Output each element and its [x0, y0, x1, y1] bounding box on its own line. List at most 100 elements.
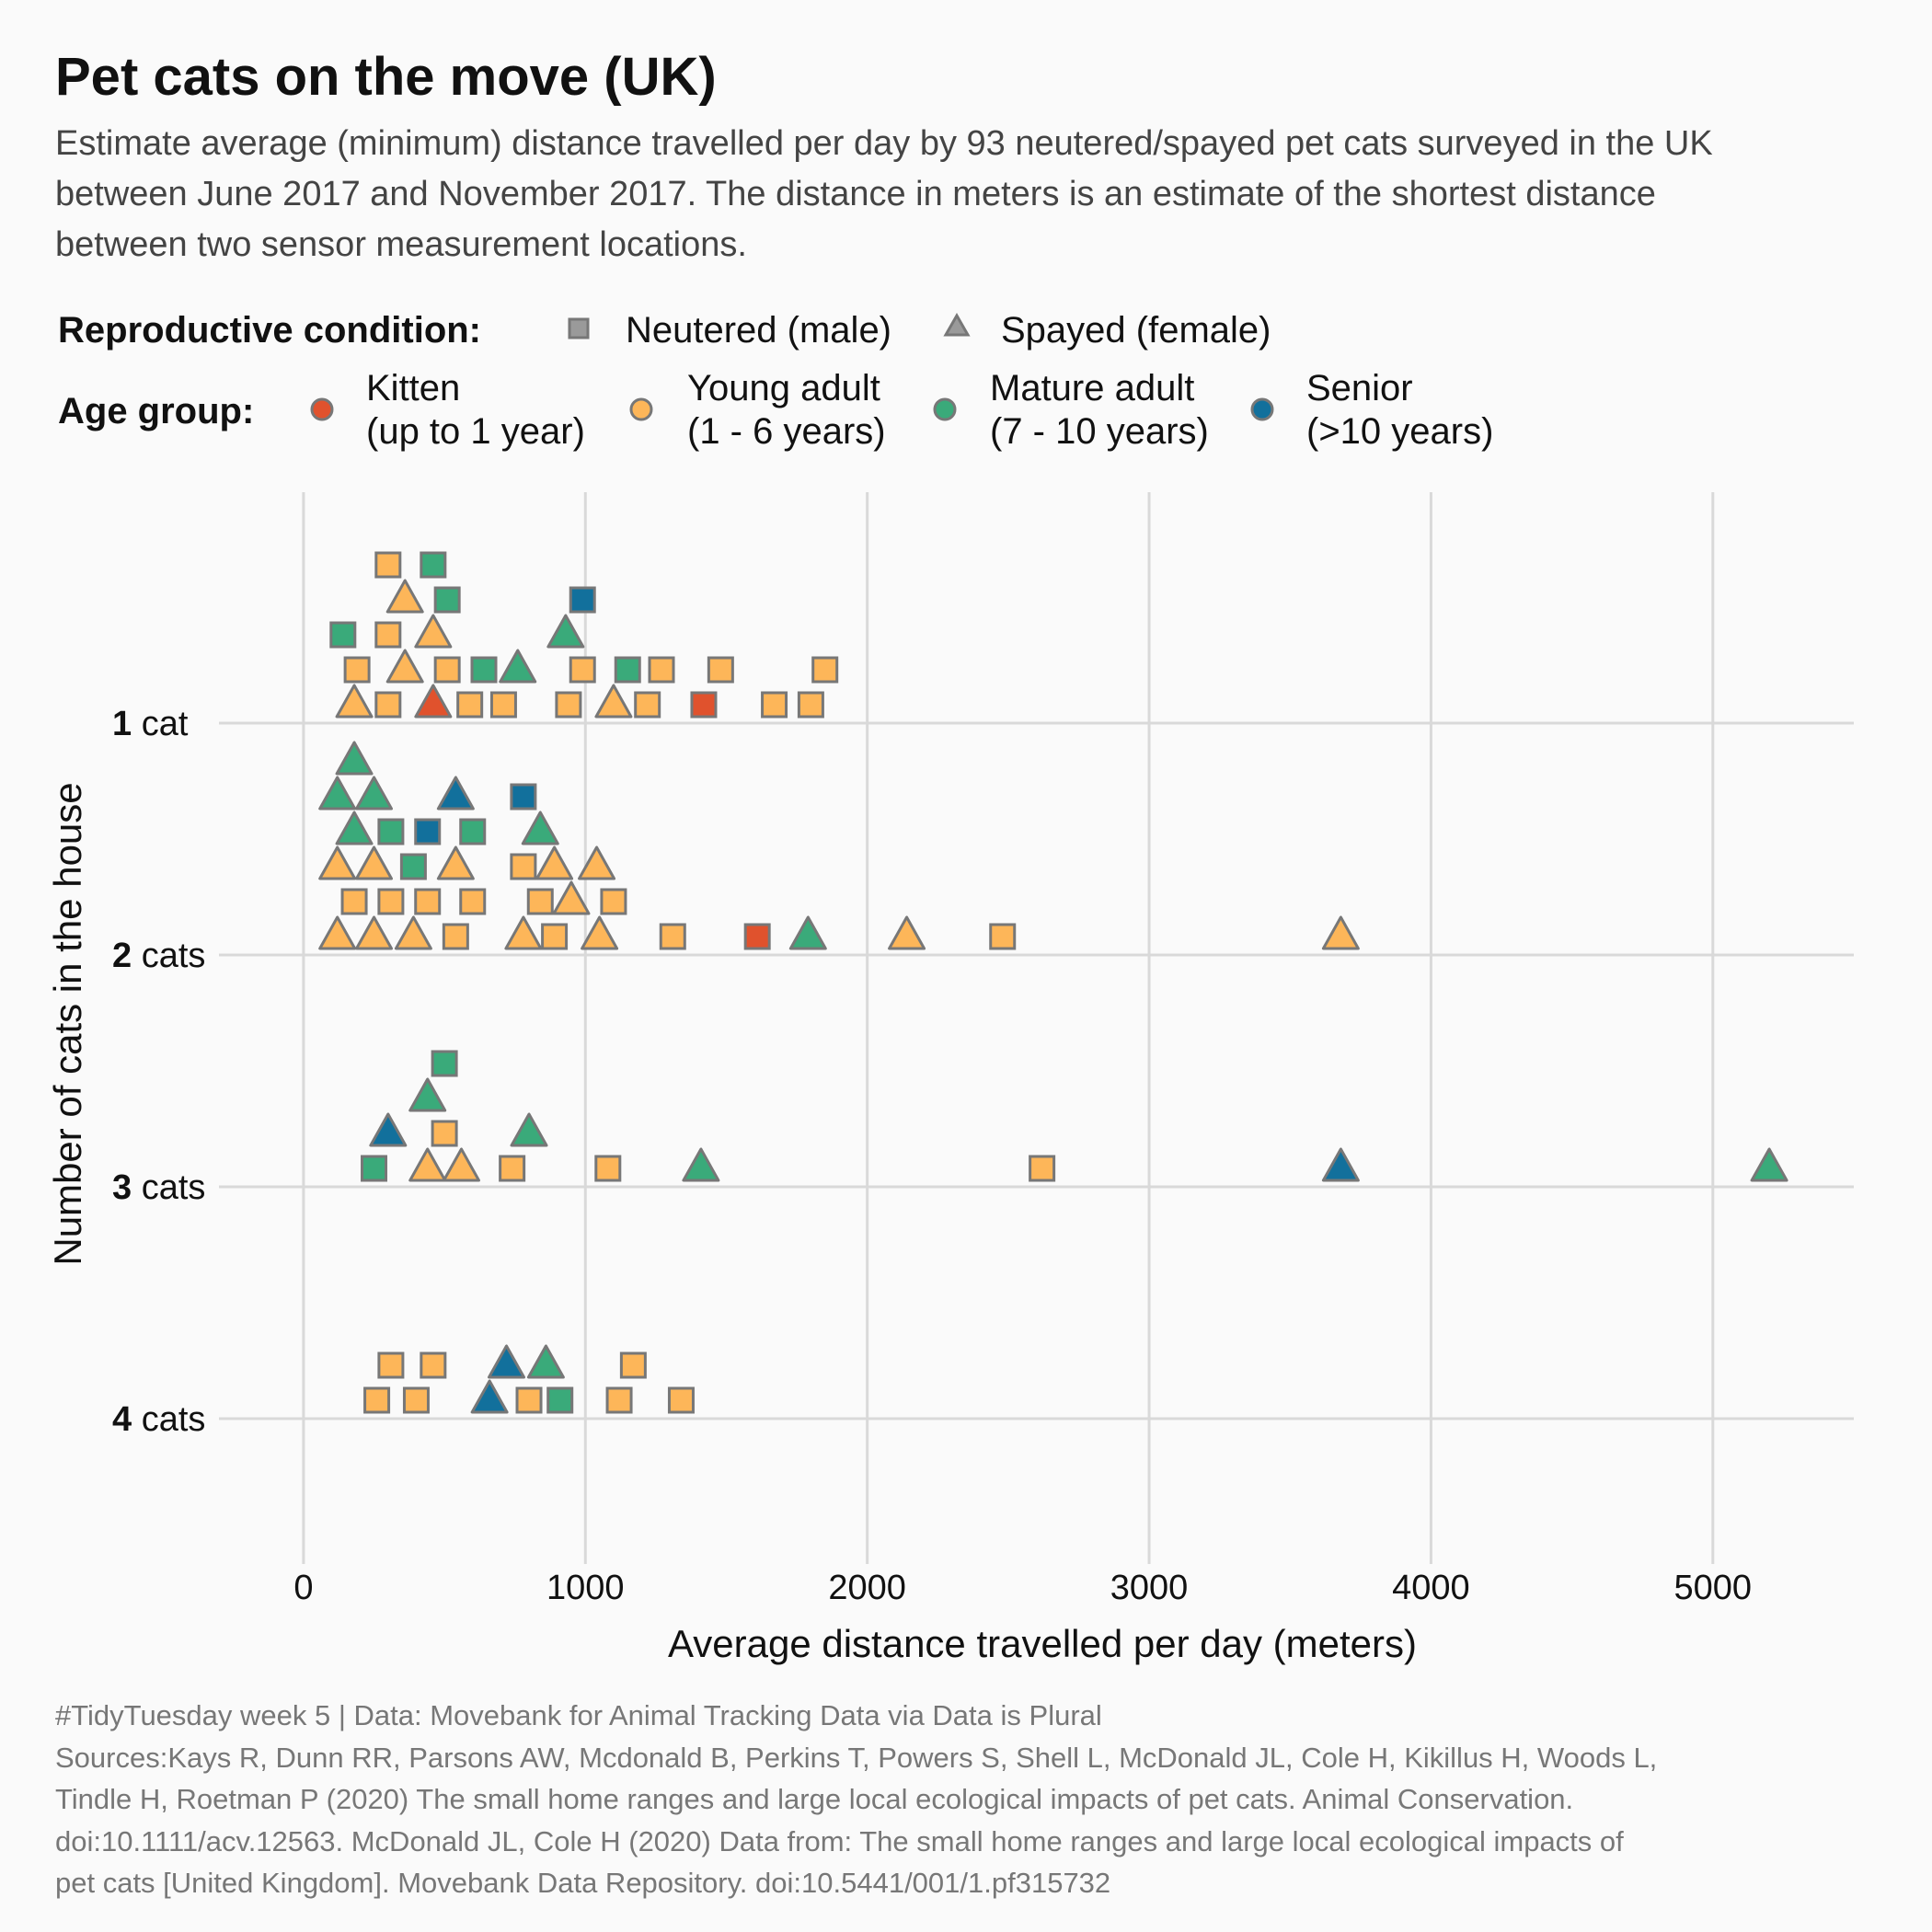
point-neutered-male [667, 1386, 695, 1414]
point-neutered-male [420, 1351, 447, 1379]
point-neutered-male [377, 888, 405, 915]
subtitle-line-2: between June 2017 and November 2017. The… [55, 175, 1656, 213]
legend-mature-adult-line2: (7 - 10 years) [990, 411, 1209, 452]
point-neutered-male [433, 656, 461, 684]
point-neutered-male [414, 818, 442, 845]
point-spayed-female [436, 845, 475, 880]
point-neutered-male [811, 656, 839, 684]
point-neutered-male [989, 923, 1017, 950]
x-tick-label: 0 [293, 1569, 313, 1607]
point-neutered-male [456, 691, 484, 719]
point-neutered-male [459, 888, 487, 915]
point-spayed-female [385, 579, 424, 614]
point-neutered-male [555, 691, 582, 719]
point-neutered-male [707, 656, 734, 684]
point-neutered-male [600, 888, 627, 915]
point-spayed-female [408, 1077, 447, 1112]
legend-mature-adult-line1: Mature adult [990, 368, 1194, 408]
point-spayed-female [385, 649, 424, 684]
point-neutered-male [470, 656, 498, 684]
point-neutered-male [510, 853, 537, 880]
y-tick-label: 1 cat [112, 705, 189, 743]
y-axis-title: Number of cats in the house [46, 782, 89, 1265]
point-spayed-female [394, 915, 432, 950]
point-neutered-male [377, 818, 405, 845]
point-neutered-male [374, 621, 402, 649]
point-spayed-female [355, 915, 394, 950]
caption: #TidyTuesday week 5 | Data: Movebank for… [55, 1699, 1657, 1899]
point-neutered-male [594, 1155, 622, 1182]
point-spayed-female [581, 915, 619, 950]
point-spayed-female [1321, 915, 1360, 950]
caption-line-1: #TidyTuesday week 5 | Data: Movebank for… [55, 1699, 1102, 1731]
x-tick-label: 4000 [1392, 1569, 1470, 1607]
point-neutered-male [569, 586, 596, 614]
point-neutered-male [546, 1386, 574, 1414]
point-spayed-female [1321, 1147, 1360, 1182]
subtitle-line-3: between two sensor measurement locations… [55, 225, 747, 264]
point-neutered-male [526, 888, 554, 915]
legend-kitten-line2: (up to 1 year) [366, 411, 585, 452]
point-neutered-male [619, 1351, 647, 1379]
point-neutered-male [569, 656, 596, 684]
point-spayed-female [414, 684, 453, 719]
caption-line-5: pet cats [United Kingdom]. Movebank Data… [55, 1867, 1110, 1899]
subtitle-line-1: Estimate average (minimum) distance trav… [55, 124, 1713, 163]
caption-line-4: doi:10.1111/acv.12563. McDonald JL, Cole… [55, 1825, 1624, 1857]
point-spayed-female [682, 1147, 720, 1182]
point-neutered-male [515, 1386, 543, 1414]
point-neutered-male [648, 656, 675, 684]
caption-line-2: Sources:Kays R, Dunn RR, Parsons AW, Mcd… [55, 1742, 1657, 1774]
point-neutered-male [499, 1155, 526, 1182]
point-spayed-female [470, 1379, 509, 1414]
point-neutered-male [399, 853, 427, 880]
point-neutered-male [340, 888, 368, 915]
point-neutered-male [614, 656, 641, 684]
point-neutered-male [420, 551, 447, 579]
chart-title: Pet cats on the move (UK) [55, 47, 717, 107]
legend-condition-title: Reproductive condition: [58, 310, 481, 351]
point-neutered-male [414, 888, 442, 915]
point-neutered-male [634, 691, 661, 719]
x-tick-label: 5000 [1674, 1569, 1753, 1607]
legend-square-icon [568, 317, 590, 339]
legend-label-neutered: Neutered (male) [626, 310, 891, 351]
legend-label-spayed: Spayed (female) [1001, 310, 1271, 351]
point-spayed-female [526, 1344, 565, 1379]
caption-line-3: Tindle H, Roetman P (2020) The small hom… [55, 1783, 1573, 1815]
point-spayed-female [442, 1147, 480, 1182]
point-spayed-female [335, 741, 374, 776]
x-axis-title: Average distance travelled per day (mete… [668, 1622, 1417, 1665]
point-neutered-male [431, 1120, 458, 1147]
point-spayed-female [888, 915, 926, 950]
point-neutered-male [374, 691, 402, 719]
point-spayed-female [594, 684, 633, 719]
point-neutered-male [377, 1351, 405, 1379]
point-neutered-male [1029, 1155, 1056, 1182]
point-spayed-female [369, 1112, 408, 1147]
x-tick-label: 2000 [828, 1569, 906, 1607]
legend: Reproductive condition: Neutered (male) … [58, 310, 1493, 452]
point-neutered-male [541, 923, 569, 950]
point-spayed-female [535, 845, 574, 880]
legend-young-adult-line1: Young adult [687, 368, 880, 408]
x-tick-label: 3000 [1110, 1569, 1189, 1607]
point-neutered-male [489, 691, 517, 719]
point-spayed-female [436, 776, 475, 811]
y-tick-label: 4 cats [112, 1400, 205, 1439]
point-neutered-male [433, 586, 461, 614]
point-neutered-male [363, 1386, 391, 1414]
point-spayed-female [504, 915, 543, 950]
point-spayed-female [408, 1147, 447, 1182]
point-neutered-male [459, 818, 487, 845]
legend-senior-circle-icon [1250, 397, 1274, 421]
point-neutered-male [797, 691, 824, 719]
y-tick-label: 2 cats [112, 937, 205, 975]
point-spayed-female [414, 614, 453, 649]
legend-age-title: Age group: [58, 391, 254, 431]
point-neutered-male [605, 1386, 633, 1414]
point-neutered-male [374, 551, 402, 579]
point-spayed-female [578, 845, 616, 880]
point-spayed-female [499, 649, 537, 684]
point-spayed-female [510, 1112, 548, 1147]
